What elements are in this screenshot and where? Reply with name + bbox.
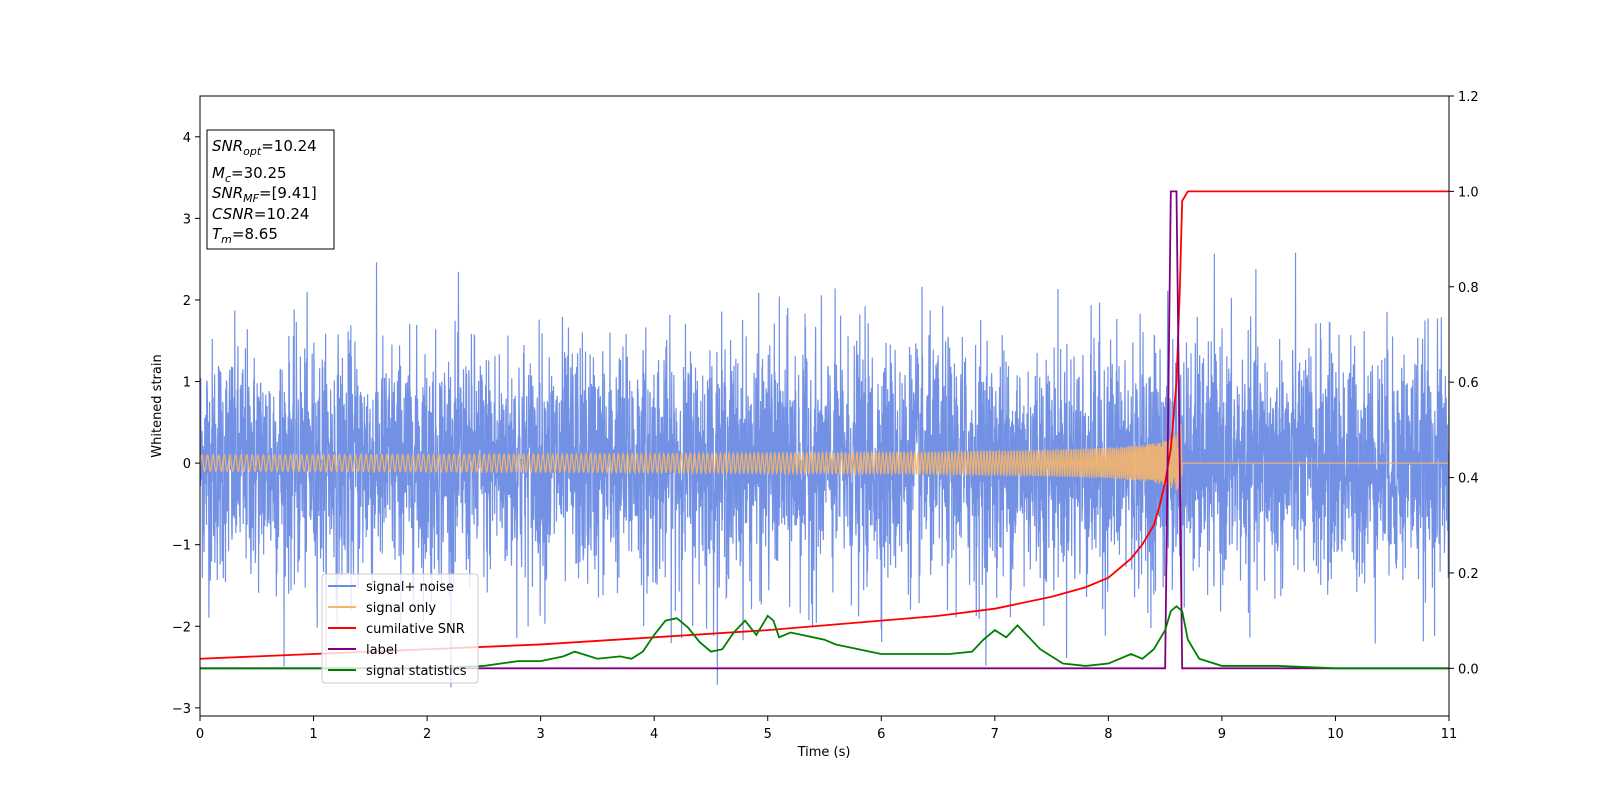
annotation-line: SNRMF=[9.41]: [212, 184, 317, 205]
y-left-tick-label: −2: [172, 620, 191, 635]
y-left-tick-label: 2: [183, 294, 191, 309]
legend-entry: cumilative SNR: [366, 622, 465, 637]
x-tick-label: 9: [1218, 727, 1226, 742]
legend-entry: signal+ noise: [366, 580, 454, 595]
y-left-tick-label: 1: [183, 376, 191, 391]
x-tick-label: 6: [877, 727, 885, 742]
y-left-tick-label: 0: [183, 457, 191, 472]
y-left-tick-label: −3: [172, 702, 191, 717]
annotation-box: SNRopt=10.24 Mc=30.25SNRMF=[9.41]CSNR=10.…: [206, 129, 335, 250]
series-label-line: [200, 190, 1449, 670]
legend-entry: label: [366, 643, 397, 658]
y-axis-label: Whitened strain: [150, 354, 165, 457]
y-right-tick-label: 0.0: [1458, 662, 1479, 677]
x-axis: 0 1 2 3 4 5 6 7 8 9 10 11: [196, 716, 1457, 742]
y-left-tick-label: 3: [183, 212, 191, 227]
x-tick-label: 5: [764, 727, 772, 742]
annotation-line: Mc=30.25: [212, 164, 287, 185]
legend-entry: signal statistics: [366, 664, 467, 679]
y-axis-left: −3 −2 −1 0 1 2 3 4: [172, 131, 200, 717]
y-right-tick-label: 1.2: [1458, 90, 1479, 105]
y-left-tick-label: −1: [172, 539, 191, 554]
y-right-tick-label: 0.2: [1458, 567, 1479, 582]
series-signal-only-line: [200, 423, 1449, 498]
y-right-tick-label: 0.8: [1458, 281, 1479, 296]
x-tick-label: 10: [1327, 727, 1344, 742]
x-tick-label: 2: [423, 727, 431, 742]
series-signal-noise-line: [200, 252, 1449, 688]
plot-frame: [199, 95, 1450, 717]
y-right-tick-label: 0.6: [1458, 376, 1479, 391]
y-axis-right: 0.0 0.2 0.4 0.6 0.8 1.0 1.2: [1449, 90, 1479, 677]
x-tick-label: 4: [650, 727, 658, 742]
x-tick-label: 1: [309, 727, 317, 742]
annotation-line: Tm=8.65: [212, 225, 278, 246]
x-axis-label: Time (s): [797, 745, 851, 760]
series-signal-statistics-line: [200, 605, 1449, 670]
y-right-tick-label: 1.0: [1458, 185, 1479, 200]
x-tick-label: 11: [1441, 727, 1458, 742]
x-tick-label: 7: [991, 727, 999, 742]
annotation-frame: [206, 129, 335, 250]
annotation-line: CSNR=10.24: [212, 205, 309, 223]
y-right-tick-label: 0.4: [1458, 472, 1479, 487]
annotation-line: SNRopt=10.24: [212, 137, 317, 158]
x-tick-label: 0: [196, 727, 204, 742]
x-tick-label: 3: [536, 727, 544, 742]
series-layer: [200, 190, 1449, 688]
y-left-tick-label: 4: [183, 131, 191, 146]
legend-entry: signal only: [366, 601, 436, 616]
legend: signal+ noise signal only cumilative SNR la…: [321, 573, 479, 684]
legend-frame: [321, 573, 479, 684]
x-tick-label: 8: [1104, 727, 1112, 742]
